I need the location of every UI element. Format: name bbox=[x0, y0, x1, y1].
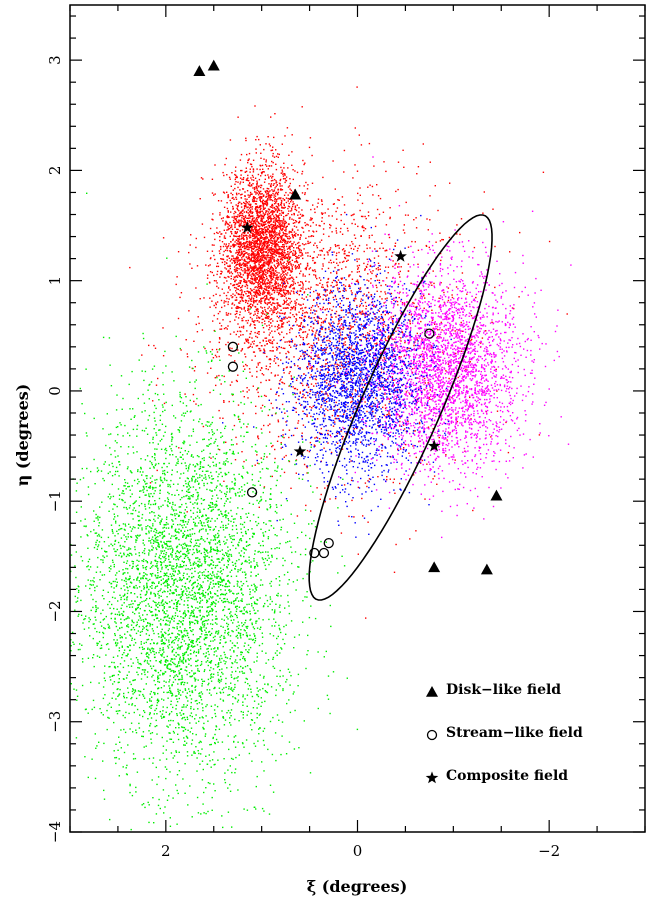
triangle-marker-1 bbox=[207, 59, 220, 71]
x-tick-label: 0 bbox=[353, 842, 363, 860]
star-clouds bbox=[70, 86, 572, 831]
x-axis-label: ξ (degrees) bbox=[307, 877, 408, 896]
axis-ticks: 2 0 −2 3 2 1 0 −1 −2 −3 −4 bbox=[46, 5, 646, 860]
cloud-4 bbox=[222, 213, 452, 538]
circle-marker-1 bbox=[227, 361, 239, 372]
circle-marker-5 bbox=[323, 537, 334, 549]
triangle-marker-0 bbox=[193, 65, 206, 76]
x-tick-label: 2 bbox=[161, 842, 171, 860]
stream-ellipse-layer bbox=[308, 214, 493, 601]
circle-marker-4 bbox=[318, 547, 330, 559]
y-tick-label: −1 bbox=[46, 490, 64, 512]
y-tick-label: −4 bbox=[46, 821, 64, 843]
star-marker-1 bbox=[394, 249, 407, 262]
triangle-marker-3 bbox=[428, 561, 441, 573]
field-markers bbox=[193, 59, 503, 575]
y-tick-label: 2 bbox=[46, 166, 64, 176]
legend-label-0: Disk−like field bbox=[446, 682, 561, 698]
x-tick-label: −2 bbox=[538, 842, 560, 860]
legend-star-marker bbox=[425, 771, 439, 784]
y-tick-label: −3 bbox=[46, 711, 64, 733]
cloud-2 bbox=[70, 192, 362, 831]
legend-circle-marker bbox=[426, 729, 438, 741]
circle-marker-2 bbox=[246, 487, 258, 498]
star-marker-3 bbox=[427, 439, 441, 452]
triangle-marker-4 bbox=[480, 563, 493, 575]
circle-marker-0 bbox=[227, 341, 239, 352]
cloud-1 bbox=[175, 105, 324, 384]
legend-label-1: Stream−like field bbox=[446, 725, 583, 741]
legend: Disk−like field Stream−like field Composit… bbox=[425, 682, 583, 784]
triangle-marker-2 bbox=[289, 188, 302, 200]
triangle-marker-5 bbox=[490, 489, 503, 501]
y-tick-label: 1 bbox=[46, 276, 64, 286]
star-marker-2 bbox=[293, 445, 307, 457]
legend-label-2: Composite field bbox=[446, 768, 568, 784]
y-tick-label: −2 bbox=[46, 600, 64, 622]
legend-triangle-marker bbox=[426, 686, 438, 697]
y-tick-label: 0 bbox=[46, 386, 64, 396]
y-axis-label: η (degrees) bbox=[13, 384, 32, 487]
y-tick-label: 3 bbox=[46, 55, 64, 65]
circle-marker-6 bbox=[424, 328, 435, 339]
star-marker-0 bbox=[241, 221, 254, 234]
stream-ellipse bbox=[308, 214, 493, 601]
